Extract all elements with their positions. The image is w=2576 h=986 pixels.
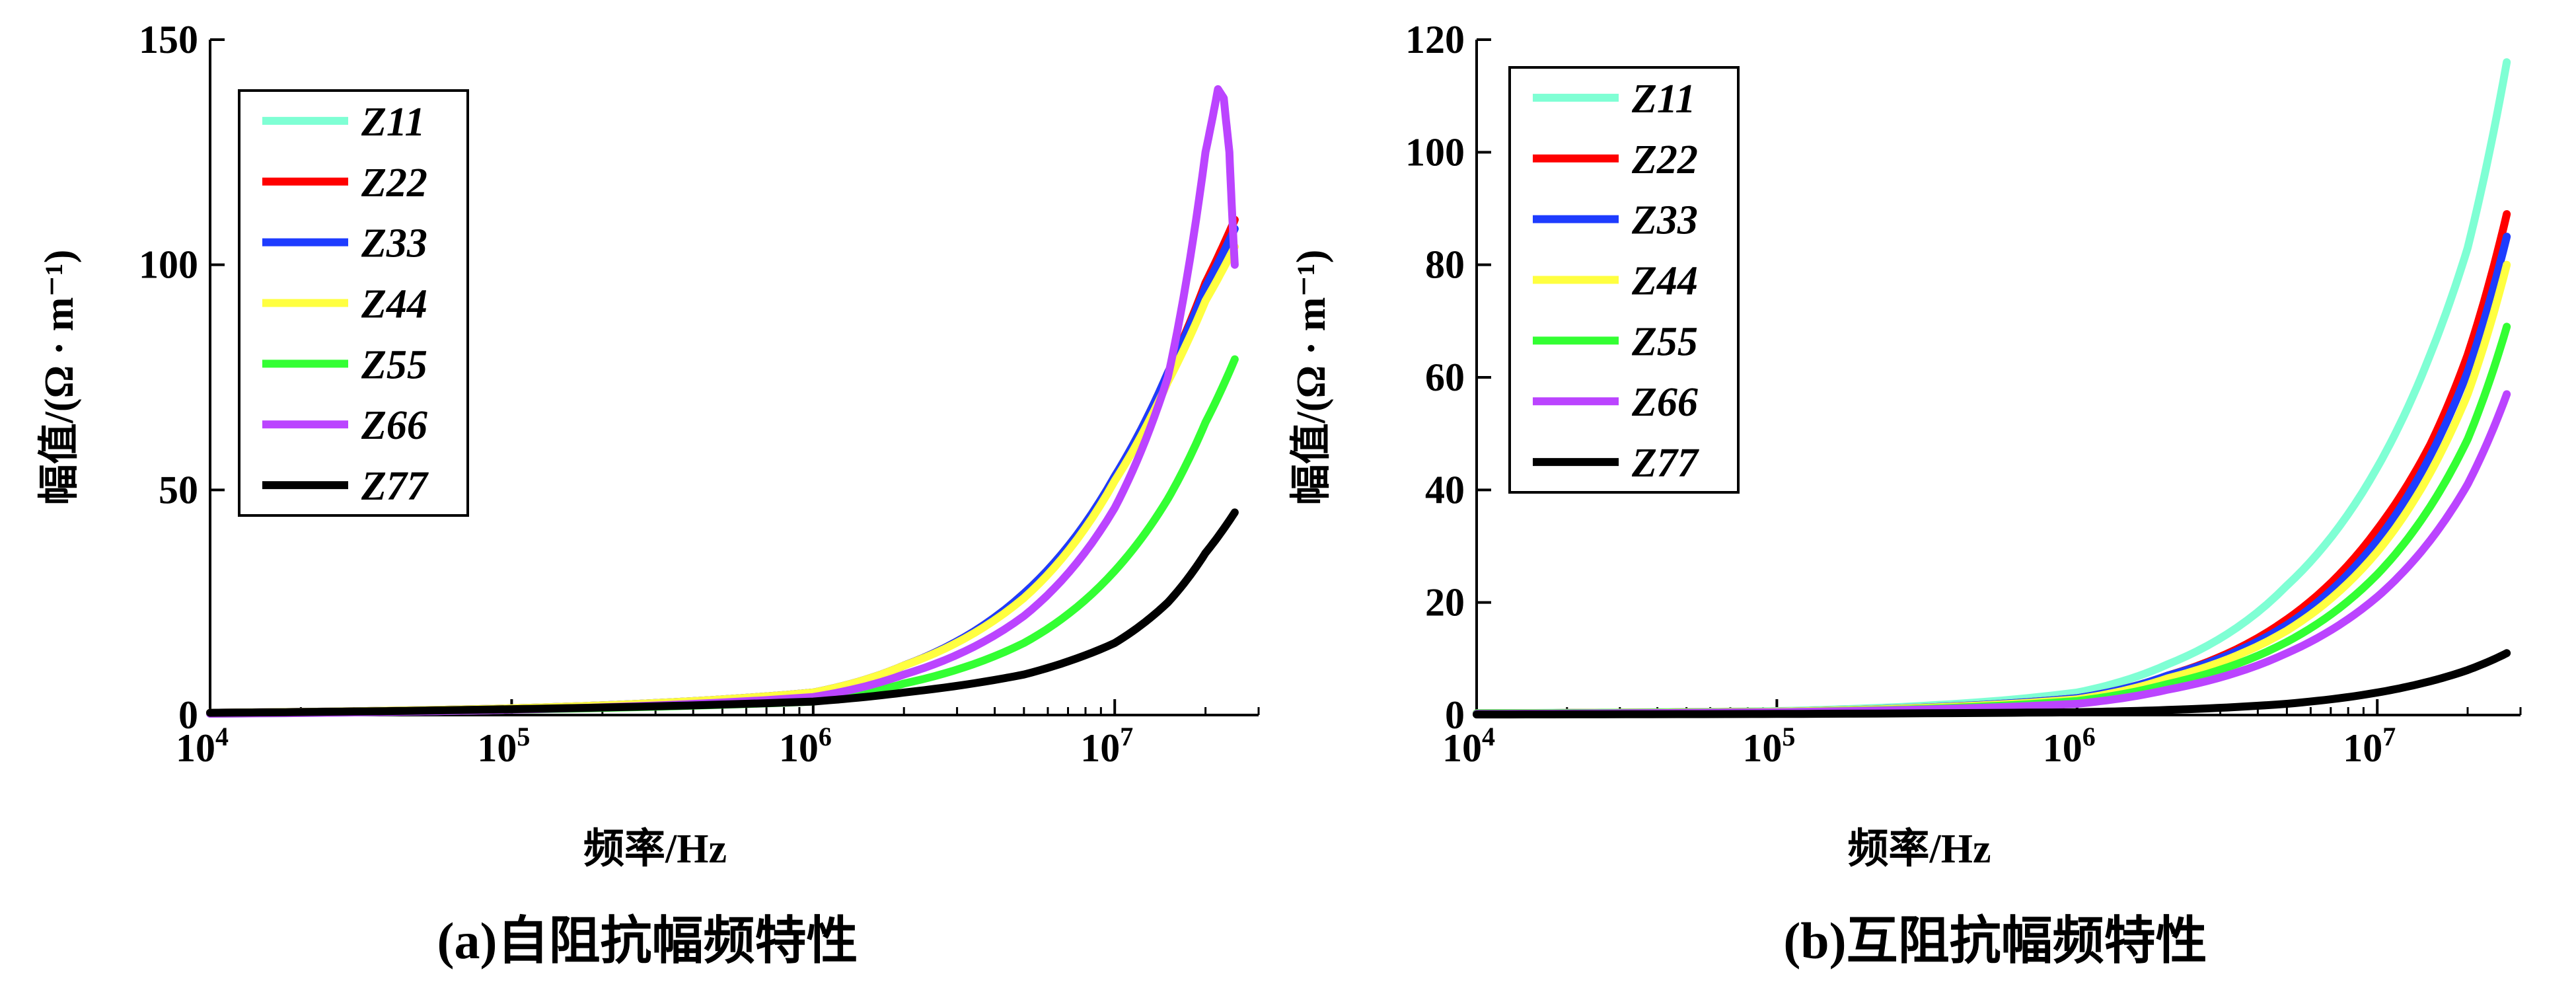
x-tick-base: 10 [779, 726, 819, 770]
series-line-z77 [1473, 649, 2511, 719]
x-tick-label: 106 [779, 722, 832, 770]
series-group [206, 85, 1239, 718]
y-tick-label: 50 [159, 468, 198, 512]
y-tick-label: 20 [1425, 581, 1465, 625]
legend-label: Z77 [1631, 441, 1700, 486]
legend-label: Z11 [1631, 77, 1695, 122]
x-tick-exponent: 6 [2082, 722, 2096, 751]
x-tick-label: 107 [1080, 722, 1133, 770]
legend-label: Z22 [361, 161, 427, 206]
x-tick-base: 10 [1442, 726, 1482, 770]
x-tick-label: 104 [176, 722, 229, 770]
x-tick-base: 10 [2043, 726, 2082, 770]
x-tick-base: 10 [1742, 726, 1782, 770]
x-tick-label: 106 [2043, 722, 2096, 770]
legend-label: Z33 [361, 221, 427, 266]
x-tick-label: 107 [2343, 722, 2396, 770]
x-tick-exponent: 4 [215, 722, 229, 751]
y-tick-label: 60 [1425, 356, 1465, 399]
y-tick-label: 0 [1445, 693, 1465, 737]
series-group [1473, 58, 2511, 719]
y-tick-label: 100 [139, 243, 198, 287]
legend-label: Z22 [1631, 137, 1698, 182]
y-tick-label: 80 [1425, 243, 1465, 287]
x-tick-exponent: 5 [517, 722, 530, 751]
x-tick-label: 104 [1442, 722, 1495, 770]
y-tick-label: 40 [1425, 468, 1465, 512]
legend-label: Z33 [1631, 198, 1698, 243]
y-axis-label: 幅值/(Ω · m⁻¹) [1288, 250, 1334, 506]
x-tick-label: 105 [477, 722, 530, 770]
legend: Z11 Z22 Z33 Z44 Z55 Z66 Z77 [238, 89, 469, 517]
x-tick-base: 10 [176, 726, 215, 770]
x-axis-label: 频率/Hz [583, 826, 727, 872]
x-axis-label: 频率/Hz [1848, 826, 1991, 872]
chart-caption: (b)互阻抗幅频特性 [1783, 912, 2207, 969]
legend: Z11 Z22 Z33 Z44 Z55 Z66 Z77 [1508, 66, 1740, 494]
legend-label: Z77 [361, 464, 429, 509]
legend-label: Z44 [361, 282, 427, 327]
x-tick-exponent: 5 [1782, 722, 1795, 751]
y-tick-label: 150 [139, 18, 198, 61]
y-tick-label: 0 [178, 693, 198, 737]
x-tick-exponent: 4 [1482, 722, 1495, 751]
series-line-z77 [206, 508, 1239, 717]
x-tick-base: 10 [1080, 726, 1120, 770]
y-tick-label: 120 [1405, 18, 1465, 61]
x-tick-base: 10 [2343, 726, 2382, 770]
x-tick-exponent: 6 [819, 722, 832, 751]
x-tick-base: 10 [477, 726, 517, 770]
legend-label: Z55 [1631, 319, 1698, 364]
x-tick-label: 105 [1742, 722, 1795, 770]
legend-label: Z11 [361, 100, 425, 145]
y-tick-label: 100 [1405, 130, 1465, 174]
y-axis-label: 幅值/(Ω · m⁻¹) [36, 250, 82, 506]
legend-label: Z66 [1631, 380, 1698, 425]
chart-caption: (a)自阻抗幅频特性 [437, 912, 858, 969]
legend-label: Z44 [1631, 259, 1698, 304]
x-tick-exponent: 7 [2382, 722, 2396, 751]
legend-label: Z66 [361, 403, 427, 448]
legend-label: Z55 [361, 342, 427, 387]
x-tick-exponent: 7 [1120, 722, 1133, 751]
